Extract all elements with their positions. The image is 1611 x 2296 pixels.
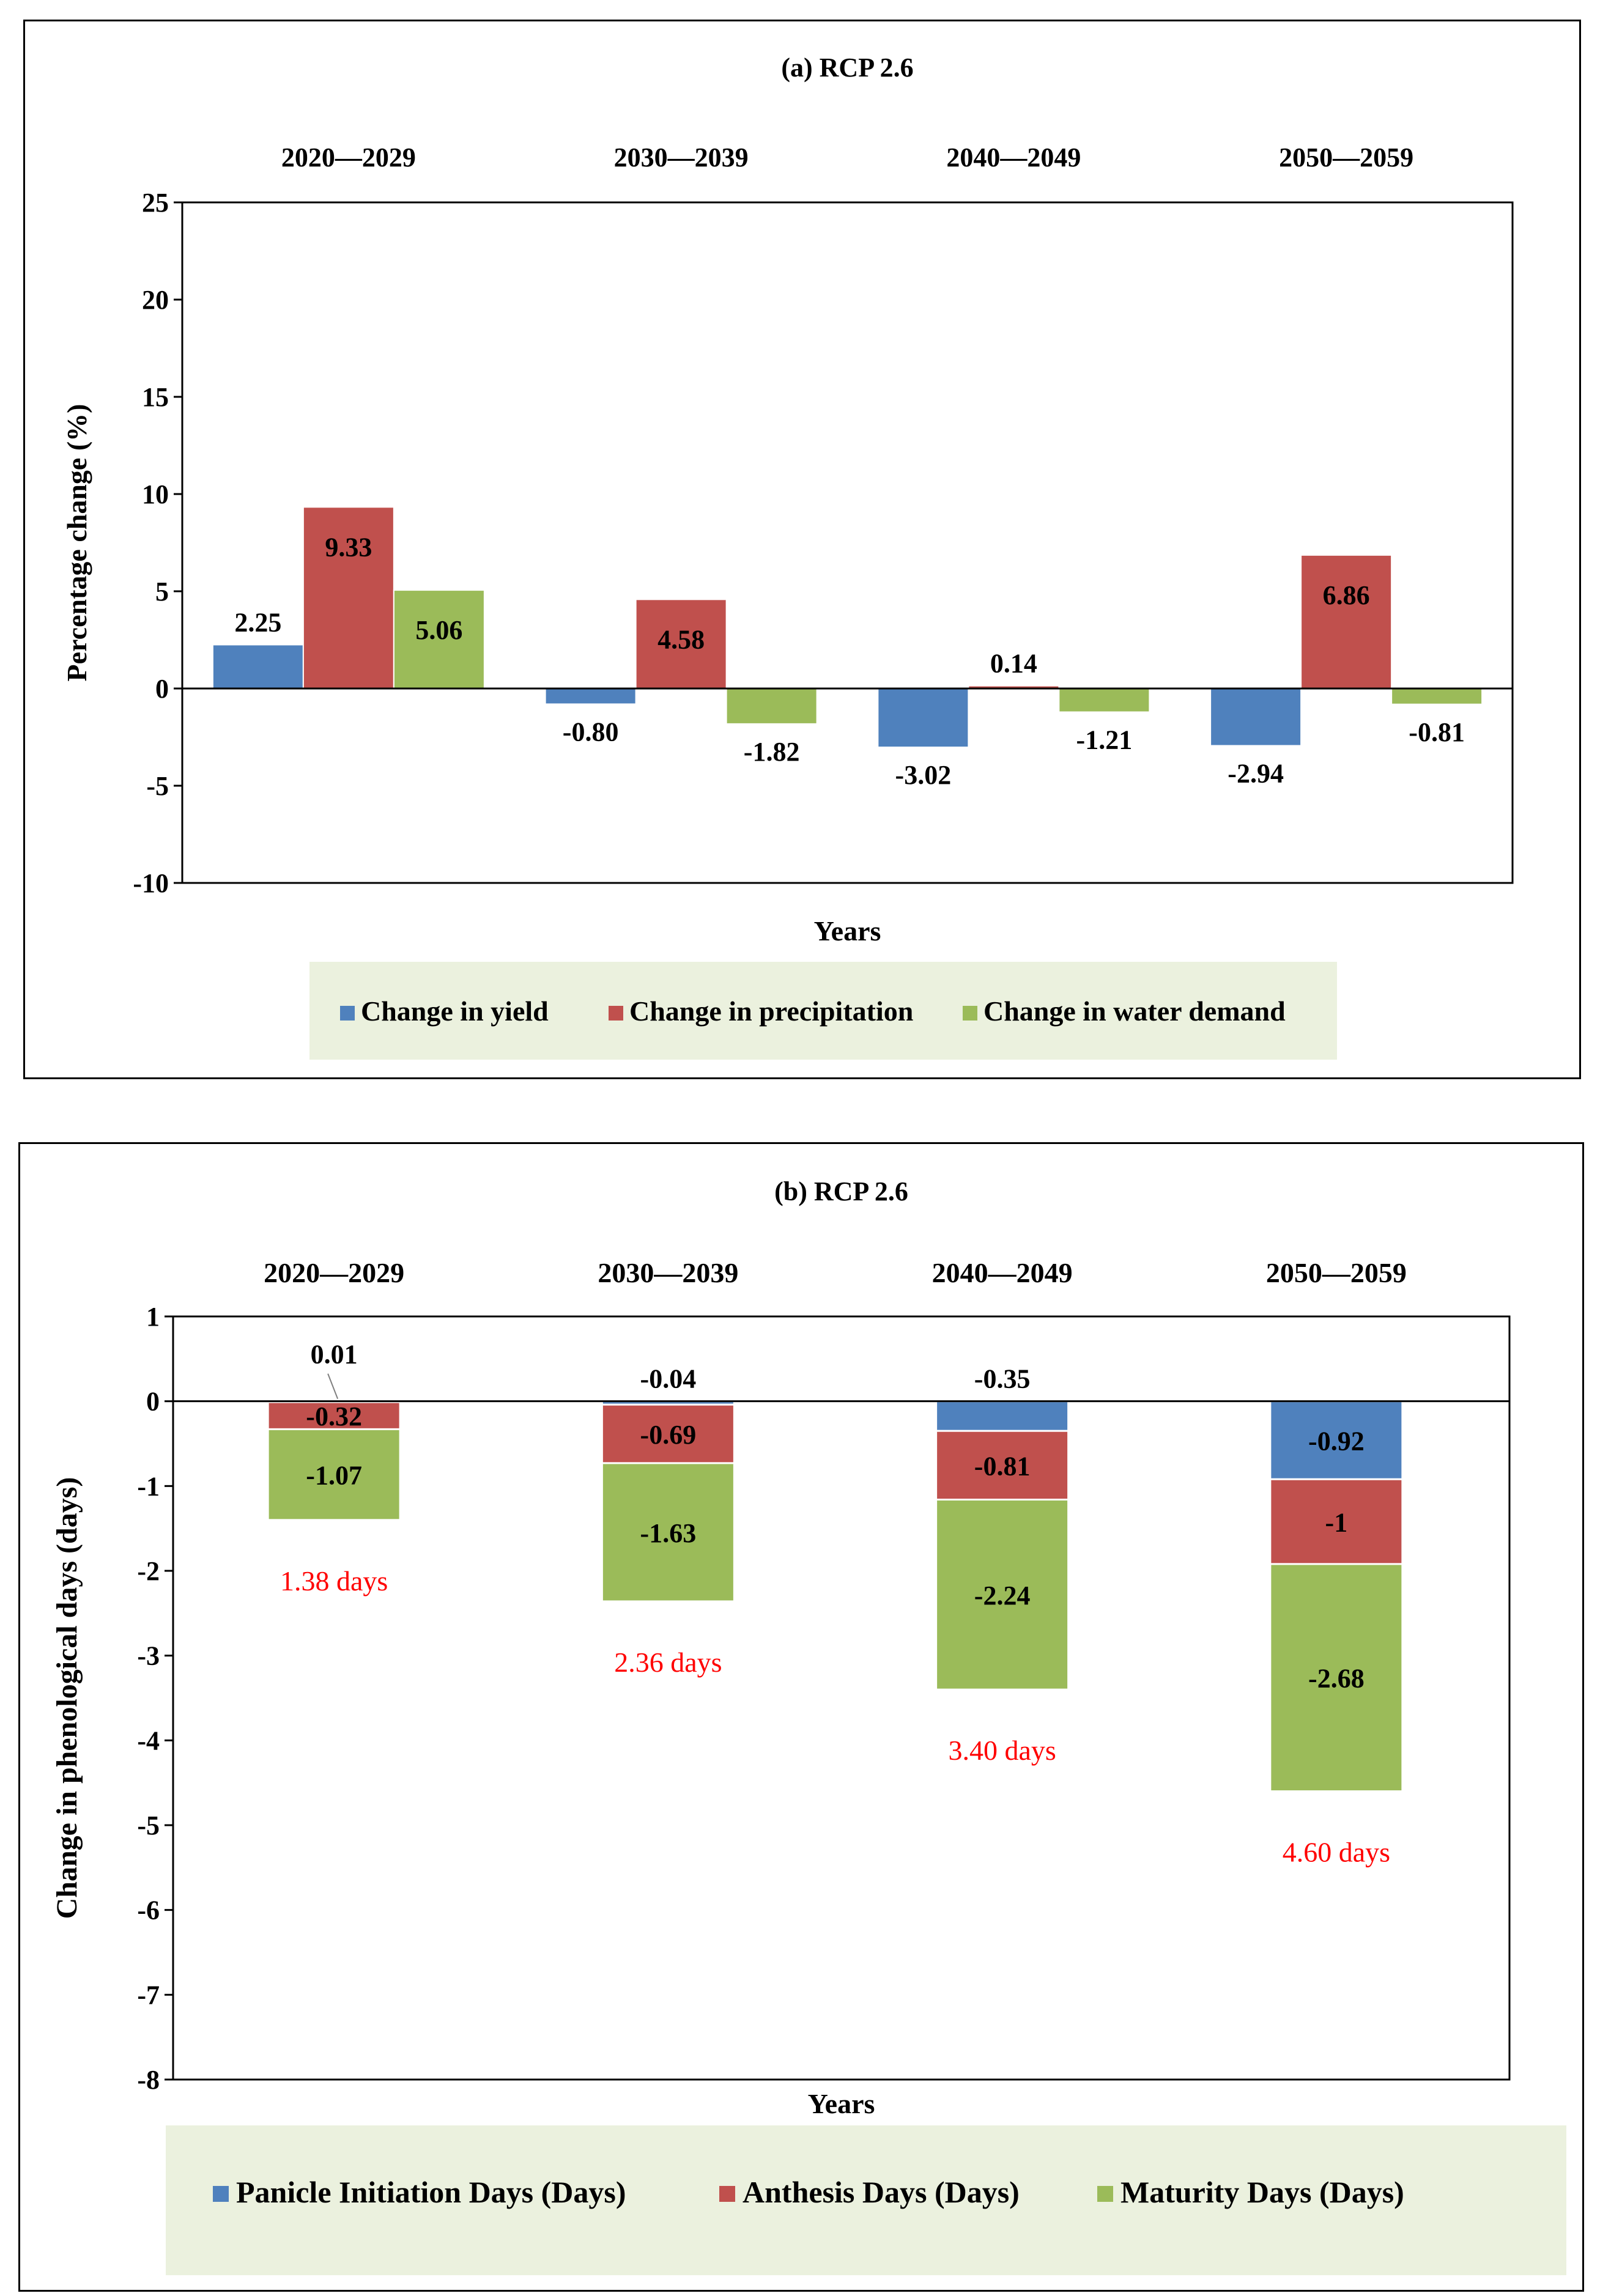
chart-b-x-axis-title: Years <box>808 2088 875 2119</box>
chart-a-y-tick-label: 10 <box>142 479 169 509</box>
chart-b-data-label: -2.68 <box>1308 1664 1365 1694</box>
chart-a-bar-change-in-water-demand <box>393 589 485 689</box>
chart-a-data-label: -1.82 <box>744 737 800 767</box>
chart-a-legend-label: Change in precipitation <box>629 995 913 1027</box>
chart-panel-a: (a) RCP 2.6 2020—2029 2030—2039 2040—2049 20… <box>23 20 1581 1079</box>
chart-a-y-tick-label: 5 <box>155 577 169 607</box>
chart-a-category-label: 2030—2039 <box>614 142 749 172</box>
chart-a-x-axis-title: Years <box>814 915 881 947</box>
chart-a-data-label: 5.06 <box>415 615 462 645</box>
chart-a-legend-swatch <box>963 1006 977 1021</box>
chart-b-category-label: 2020—2029 <box>264 1257 404 1288</box>
chart-b-bar-anthesis <box>601 1403 735 1464</box>
chart-b-category-label: 2030—2039 <box>598 1257 738 1288</box>
chart-b-total-label: 2.36 days <box>614 1647 722 1678</box>
chart-b-total-label: 3.40 days <box>948 1735 1056 1766</box>
chart-a-y-tick-label: -5 <box>146 771 169 801</box>
chart-a-bar-change-in-yield <box>212 644 304 690</box>
chart-a-legend-box <box>309 962 1337 1060</box>
chart-a-bar-change-in-water-demand <box>1391 688 1483 705</box>
chart-b-total-label: 4.60 days <box>1283 1837 1390 1868</box>
chart-a-legend-swatch <box>340 1006 355 1021</box>
chart-b-bar-anthesis <box>1269 1478 1404 1565</box>
chart-a-category-label: 2040—2049 <box>946 142 1081 172</box>
chart-a-category-label: 2050—2059 <box>1279 142 1413 172</box>
chart-a-bar-change-in-yield <box>877 688 969 748</box>
chart-a-plot-area <box>181 201 1514 884</box>
chart-b-bar-maturity <box>935 1499 1070 1691</box>
chart-a-legend-swatch <box>609 1006 623 1021</box>
chart-b-y-tick-label: 0 <box>146 1387 160 1417</box>
chart-b-y-tick-label: -2 <box>137 1556 160 1586</box>
chart-a-data-label: 4.58 <box>657 624 705 654</box>
chart-b-y-tick-label: -7 <box>137 1980 160 2010</box>
chart-panel-b: (b) RCP 2.6 2020—2029 2030—2039 2040—2049 20… <box>18 1142 1584 2292</box>
chart-a-data-label: -3.02 <box>895 760 952 790</box>
chart-b-legend-box <box>166 2125 1566 2275</box>
chart-b-data-label: -0.35 <box>974 1364 1031 1394</box>
chart-b-bar-maturity <box>1269 1563 1404 1793</box>
chart-b-legend-swatch <box>213 2186 229 2202</box>
chart-b-y-tick-label: 1 <box>146 1302 160 1332</box>
chart-a-y-tick-label: 15 <box>142 382 169 412</box>
chart-b-svg: (b) RCP 2.6 2020—2029 2030—2039 2040—2049 20… <box>51 1176 1566 2275</box>
chart-b-y-tick-label: -8 <box>137 2065 160 2095</box>
chart-b-data-label: -0.92 <box>1308 1426 1365 1456</box>
chart-b-data-label: -0.81 <box>974 1451 1031 1481</box>
chart-a-data-label: -0.80 <box>563 717 619 747</box>
chart-a-data-label: 6.86 <box>1323 580 1370 610</box>
chart-a-bar-change-in-water-demand <box>1058 688 1150 713</box>
chart-a-y-tick-label: 20 <box>142 285 169 315</box>
chart-b-y-tick-label: -6 <box>137 1895 160 1925</box>
chart-b-legend-swatch <box>719 2186 735 2202</box>
chart-b-bar-maturity <box>267 1428 401 1521</box>
chart-b-title: (b) RCP 2.6 <box>774 1176 908 1206</box>
chart-a-legend-label: Change in yield <box>361 995 549 1027</box>
chart-b-data-label: -1.63 <box>640 1518 697 1548</box>
chart-b-leader-line <box>327 1373 339 1400</box>
chart-b-data-label: -0.69 <box>640 1420 697 1450</box>
chart-b-category-label: 2050—2059 <box>1266 1257 1407 1288</box>
chart-a-y-tick-label: 25 <box>142 188 169 218</box>
chart-b-data-label: -0.32 <box>306 1401 362 1431</box>
chart-a-data-label: 0.14 <box>990 649 1037 679</box>
chart-a-category-label: 2020—2029 <box>281 142 416 172</box>
chart-a-svg: (a) RCP 2.6 2020—2029 2030—2039 2040—2049 20… <box>61 53 1514 1060</box>
chart-b-bar-panicle <box>935 1400 1070 1432</box>
chart-a-data-label: 9.33 <box>325 532 372 562</box>
chart-a-y-tick-label: 0 <box>155 674 169 704</box>
chart-b-y-tick-label: -5 <box>137 1811 160 1840</box>
chart-b-data-label: -0.04 <box>640 1364 697 1394</box>
chart-b-bar-maturity <box>601 1462 735 1603</box>
chart-b-data-label: 0.01 <box>311 1340 358 1370</box>
chart-a-data-label: -0.81 <box>1409 717 1465 747</box>
chart-a-data-label: -1.21 <box>1076 725 1133 755</box>
chart-a-bar-change-in-yield <box>1210 688 1302 747</box>
chart-b-legend-label: Panicle Initiation Days (Days) <box>236 2175 626 2209</box>
chart-a-bar-change-in-water-demand <box>725 688 818 725</box>
chart-a-y-tick-label: -10 <box>133 868 169 898</box>
chart-b-category-label: 2040—2049 <box>932 1257 1073 1288</box>
chart-a-data-label: 2.25 <box>234 607 281 637</box>
chart-b-legend-label: Maturity Days (Days) <box>1120 2175 1404 2209</box>
chart-b-data-label: -1 <box>1325 1508 1348 1538</box>
chart-a-bar-change-in-precipitation <box>1300 554 1393 689</box>
chart-b-data-label: -1.07 <box>306 1461 362 1491</box>
chart-b-legend-label: Anthesis Days (Days) <box>743 2175 1020 2209</box>
chart-b-y-axis-title: Change in phenological days (days) <box>51 1477 83 1919</box>
chart-a-legend-label: Change in water demand <box>983 995 1286 1027</box>
chart-b-legend-swatch <box>1097 2186 1113 2202</box>
chart-b-y-tick-label: -1 <box>137 1471 160 1501</box>
chart-b-plot-area <box>172 1315 1511 2081</box>
chart-b-y-tick-label: -3 <box>137 1641 160 1671</box>
chart-b-total-label: 1.38 days <box>280 1565 388 1596</box>
chart-a-data-label: -2.94 <box>1228 758 1284 788</box>
chart-b-y-tick-label: -4 <box>137 1726 160 1755</box>
chart-b-data-label: -2.24 <box>974 1581 1031 1611</box>
chart-a-y-axis-title: Percentage change (%) <box>61 404 92 682</box>
chart-a-bar-change-in-yield <box>544 688 637 705</box>
chart-a-title: (a) RCP 2.6 <box>781 53 913 83</box>
chart-a-bar-change-in-precipitation <box>635 599 727 690</box>
